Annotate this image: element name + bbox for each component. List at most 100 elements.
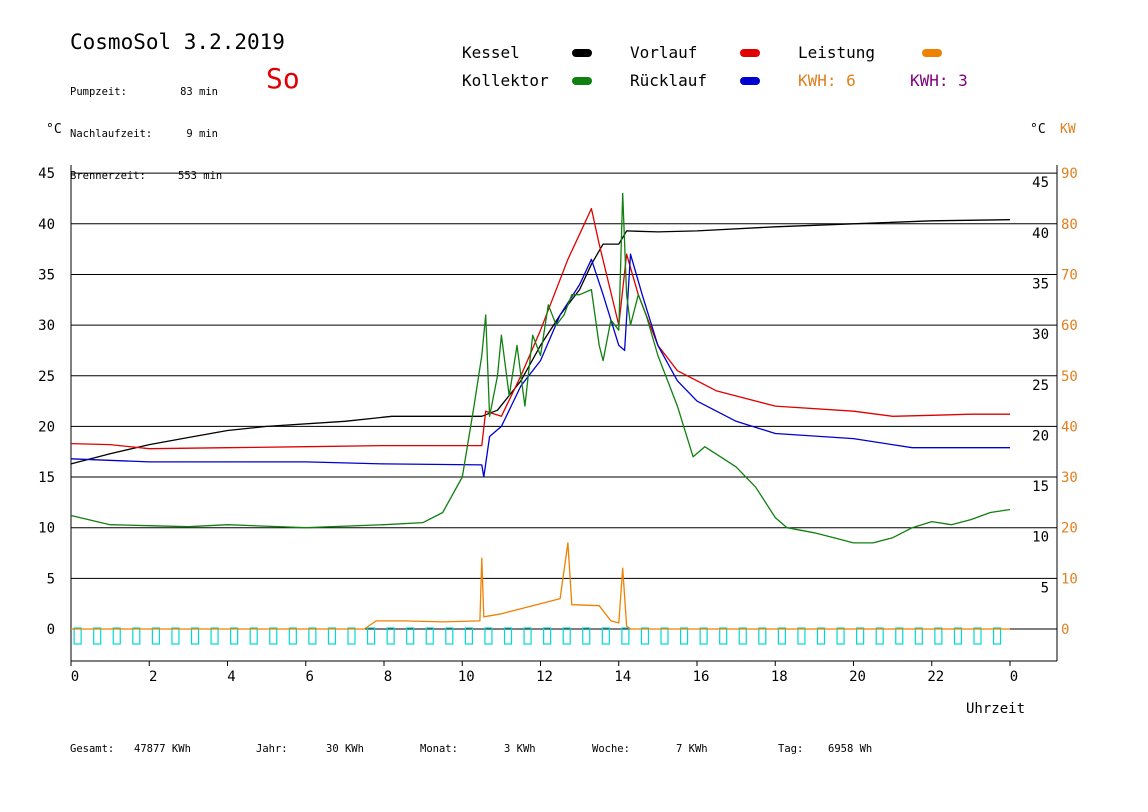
x-tick-label: 10 [458, 669, 475, 685]
nachlaufzeit-value: 9 min [186, 128, 218, 140]
pump-indicator [190, 627, 200, 645]
pump-indicator [230, 627, 239, 645]
x-tick-label: 18 [771, 669, 788, 685]
legend-kollektor-label: Kollektor [462, 71, 549, 90]
y-tick-left: 35 [38, 267, 55, 283]
pump-indicator [523, 627, 532, 645]
pump-indicator [953, 627, 963, 645]
x-tick-label: 4 [227, 669, 235, 685]
x-tick-label: 20 [849, 669, 866, 685]
pump-indicator [816, 627, 826, 645]
pump-indicator [836, 627, 845, 645]
y-tick-left: 45 [38, 166, 55, 182]
series-line-rcklauf [70, 253, 1010, 478]
pump-indicator [582, 627, 591, 645]
x-tick-label: 0 [1010, 669, 1018, 685]
legend-kessel-swatch [572, 49, 592, 57]
y-tick-right-c: 40 [1032, 226, 1049, 242]
kwh-second-label: KWH: 3 [910, 71, 968, 90]
stat-gesamt-label: Gesamt: [70, 743, 115, 755]
x-tick-label: 22 [927, 669, 944, 685]
series-line-vorlauf [70, 207, 1010, 450]
pump-indicator [738, 627, 747, 645]
x-tick-label: 6 [306, 669, 314, 685]
pump-indicator [112, 627, 121, 645]
nachlaufzeit-label: Nachlaufzeit: [70, 128, 153, 140]
stat-tag-value: 6958 Wh [828, 743, 873, 755]
pump-indicator [73, 627, 82, 645]
y-tick-left: 10 [38, 521, 55, 537]
y-tick-right-c: 25 [1032, 378, 1049, 394]
y-tick-left: 0 [47, 622, 55, 638]
right-axis-unit: °C [1030, 122, 1046, 137]
stat-jahr-value: 30 KWh [326, 743, 364, 755]
x-tick-label: 0 [71, 669, 79, 685]
x-tick-label: 16 [693, 669, 710, 685]
pump-indicator [93, 627, 102, 645]
pump-indicator [249, 627, 258, 645]
pump-indicator [777, 627, 786, 645]
stat-gesamt-value: 47877 KWh [134, 743, 191, 755]
pump-indicator [914, 627, 923, 645]
pump-indicator [151, 627, 160, 645]
legend-leistung-swatch [922, 49, 942, 57]
pump-indicator [719, 627, 728, 645]
y-tick-left: 20 [38, 419, 55, 435]
stat-monat-label: Monat: [420, 743, 458, 755]
y-tick-left: 30 [38, 318, 55, 334]
legend-leistung-label: Leistung [798, 43, 876, 62]
pump-indicator [327, 627, 337, 645]
pump-indicator [640, 627, 650, 645]
legend-vorlauf-swatch [740, 49, 760, 57]
pump-indicator [288, 627, 297, 645]
stat-woche-label: Woche: [592, 743, 630, 755]
y-tick-right-c: 30 [1032, 327, 1049, 343]
pump-indicator [992, 627, 1002, 645]
pump-indicator [386, 627, 395, 645]
legend-ruecklauf-swatch [740, 77, 760, 85]
pump-indicator [308, 627, 317, 645]
pump-indicator [543, 627, 552, 645]
y-tick-right-c: 35 [1032, 276, 1049, 292]
y-tick-right-kw: 70 [1061, 267, 1078, 283]
pump-indicator [269, 627, 278, 645]
y-tick-right-kw: 60 [1061, 318, 1078, 334]
series-line-kollektor [70, 192, 1011, 544]
y-tick-right-kw: 90 [1061, 166, 1078, 182]
y-tick-right-c: 5 [1041, 580, 1049, 596]
pump-indicator [503, 627, 513, 645]
x-tick-label: 12 [536, 669, 553, 685]
y-tick-right-c: 45 [1032, 175, 1049, 191]
pump-indicator [699, 627, 708, 645]
pump-indicator [621, 627, 630, 645]
pump-indicator [464, 627, 473, 645]
y-tick-right-kw: 0 [1061, 622, 1069, 638]
pump-indicator [601, 627, 610, 645]
pump-indicator [660, 627, 669, 645]
pump-indicator [366, 627, 376, 645]
y-tick-right-kw: 50 [1061, 369, 1078, 385]
kwh-total-label: KWH: 6 [798, 71, 856, 90]
pump-indicator [132, 627, 141, 645]
stat-tag-label: Tag: [778, 743, 804, 755]
chart-title: CosmoSol 3.2.2019 [70, 30, 285, 54]
y-tick-right-c: 15 [1032, 479, 1049, 495]
pumpzeit-value: 83 min [180, 86, 218, 98]
pump-indicator [562, 627, 571, 645]
y-tick-left: 40 [38, 217, 55, 233]
pump-indicator [210, 627, 219, 645]
y-tick-right-kw: 80 [1061, 217, 1078, 233]
stat-woche-value: 7 KWh [676, 743, 708, 755]
pump-indicator [406, 627, 415, 645]
x-tick-label: 8 [384, 669, 392, 685]
y-tick-right-c: 10 [1032, 530, 1049, 546]
y-tick-right-kw: 30 [1061, 470, 1078, 486]
pump-indicator [856, 627, 865, 645]
pump-indicator [679, 627, 689, 645]
legend-kessel-label: Kessel [462, 43, 520, 62]
y-tick-right-kw: 10 [1061, 571, 1078, 587]
weekday-label: So [266, 62, 300, 95]
right-axis-unit-kw: KW [1060, 122, 1076, 137]
pump-indicator [758, 627, 767, 645]
pump-indicator [425, 627, 434, 645]
